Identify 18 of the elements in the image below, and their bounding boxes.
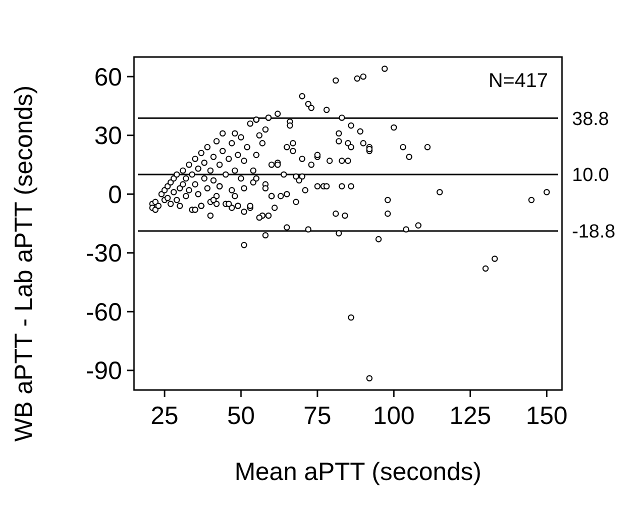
y-tick-label: 30 (94, 122, 122, 150)
x-tick-label: 75 (304, 402, 332, 430)
x-tick-label: 100 (373, 402, 415, 430)
y-tick-label: -30 (86, 240, 122, 268)
ref-line-label: -18.8 (572, 222, 616, 243)
y-tick-label: -90 (86, 357, 122, 386)
annotation: N=417 (488, 70, 548, 92)
ref-line-label: 38.8 (572, 108, 609, 130)
x-tick-label: 50 (227, 402, 255, 430)
ref-line-label: 10.0 (572, 165, 609, 186)
y-axis-title: WB aPTT - Lab aPTT (seconds) (10, 85, 38, 442)
y-tick-label: -60 (86, 298, 122, 326)
x-axis-title: Mean aPTT (seconds) (234, 458, 482, 486)
y-tick-label: 0 (108, 180, 122, 209)
x-tick-label: 150 (526, 402, 568, 430)
y-tick-label: 60 (94, 63, 122, 92)
x-tick-label: 25 (150, 402, 178, 430)
x-tick-label: 125 (449, 402, 492, 430)
